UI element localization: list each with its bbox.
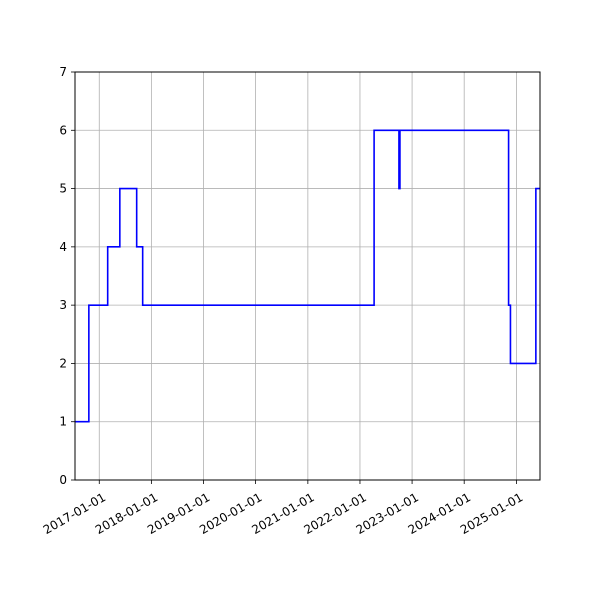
y-tick-label: 7 xyxy=(59,65,67,79)
y-tick-label: 6 xyxy=(59,123,67,137)
y-tick-label: 2 xyxy=(59,356,67,370)
y-tick-label: 1 xyxy=(59,415,67,429)
y-tick-label: 0 xyxy=(59,473,67,487)
y-tick-label: 5 xyxy=(59,182,67,196)
series-line xyxy=(75,129,540,423)
y-tick-label: 4 xyxy=(59,240,67,254)
y-axis-ticks: 0 1 2 3 4 5 6 7 xyxy=(59,65,75,487)
series-layer xyxy=(75,129,540,423)
y-tick-label: 3 xyxy=(59,298,67,312)
